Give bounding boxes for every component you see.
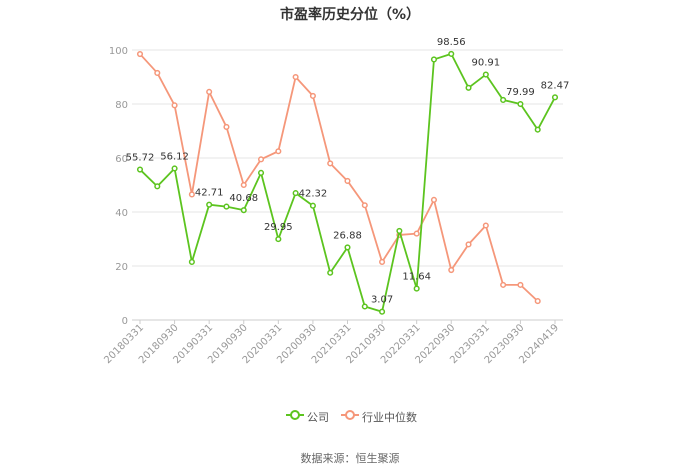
line-chart: 0204060801002018033120180930201903312019… [102,37,570,366]
data-point-company [430,56,438,63]
data-label: 56.12 [160,151,189,162]
data-point-company [309,202,316,209]
y-tick-label: 80 [115,100,128,111]
data-label: 40.68 [229,193,258,204]
data-point-industry [361,202,368,209]
data-label: 79.99 [506,87,535,98]
data-point-company [396,227,403,234]
data-point-company [517,100,524,108]
data-point-industry [292,73,299,81]
legend-marker-industry [341,410,359,420]
legend: 公司 行业中位数 [0,408,700,426]
data-label: 55.72 [126,153,155,164]
data-point-industry [206,88,213,95]
data-label: 11.64 [402,272,431,283]
y-tick-label: 0 [122,316,128,327]
data-point-industry [500,281,507,288]
y-tick-label: 60 [115,154,128,165]
y-tick-label: 20 [115,262,128,273]
legend-label-company: 公司 [307,411,329,424]
chart-title: 市盈率历史分位（%） [279,7,421,23]
data-point-industry [188,191,195,198]
data-point-industry [379,258,386,266]
data-label: 82.47 [541,80,570,91]
data-source: 数据来源：恒生聚源 [300,452,400,465]
data-point-company [292,190,299,197]
data-point-industry [154,69,161,76]
data-point-industry [171,102,178,109]
data-point-company [240,207,247,214]
data-point-industry [517,281,524,288]
data-label: 90.91 [472,58,501,69]
data-point-industry [448,267,455,274]
data-label: 3.07 [371,295,393,306]
data-point-industry [275,148,282,155]
data-point-company [551,94,559,101]
data-point-company [379,308,386,315]
data-point-industry [327,160,334,167]
data-point-company [136,166,144,173]
data-point-company [344,244,351,251]
data-point-industry [223,123,230,130]
data-label: 29.95 [264,222,293,233]
data-point-industry [482,222,489,229]
y-tick-label: 100 [109,46,128,57]
data-point-company [188,258,195,266]
data-label: 42.32 [299,189,328,200]
data-point-industry [413,230,420,237]
legend-marker-company [286,410,304,420]
data-point-company [327,269,334,276]
data-point-industry [344,177,351,184]
data-point-company [171,165,178,172]
data-point-company [448,50,455,57]
data-point-company [534,126,541,133]
data-point-company [465,84,472,91]
series-line-industry [139,53,539,302]
data-point-company [223,203,230,210]
data-point-industry [534,298,541,305]
data-point-company [413,285,420,292]
data-point-company [500,96,507,103]
y-tick-label: 40 [115,208,128,219]
data-point-industry [465,241,472,248]
data-point-industry [309,92,316,99]
data-point-company [206,201,213,208]
data-point-company [275,236,282,243]
data-point-industry [240,181,247,189]
legend-label-industry: 行业中位数 [362,411,417,424]
data-point-company [361,303,368,310]
data-point-company [154,183,161,190]
data-point-industry [257,156,265,163]
data-label: 42.71 [195,188,224,199]
data-point-industry [430,196,438,203]
data-point-company [257,169,265,176]
data-point-industry [136,51,144,58]
data-label: 98.56 [437,37,466,48]
data-point-company [482,71,489,78]
data-label: 26.88 [333,230,362,241]
